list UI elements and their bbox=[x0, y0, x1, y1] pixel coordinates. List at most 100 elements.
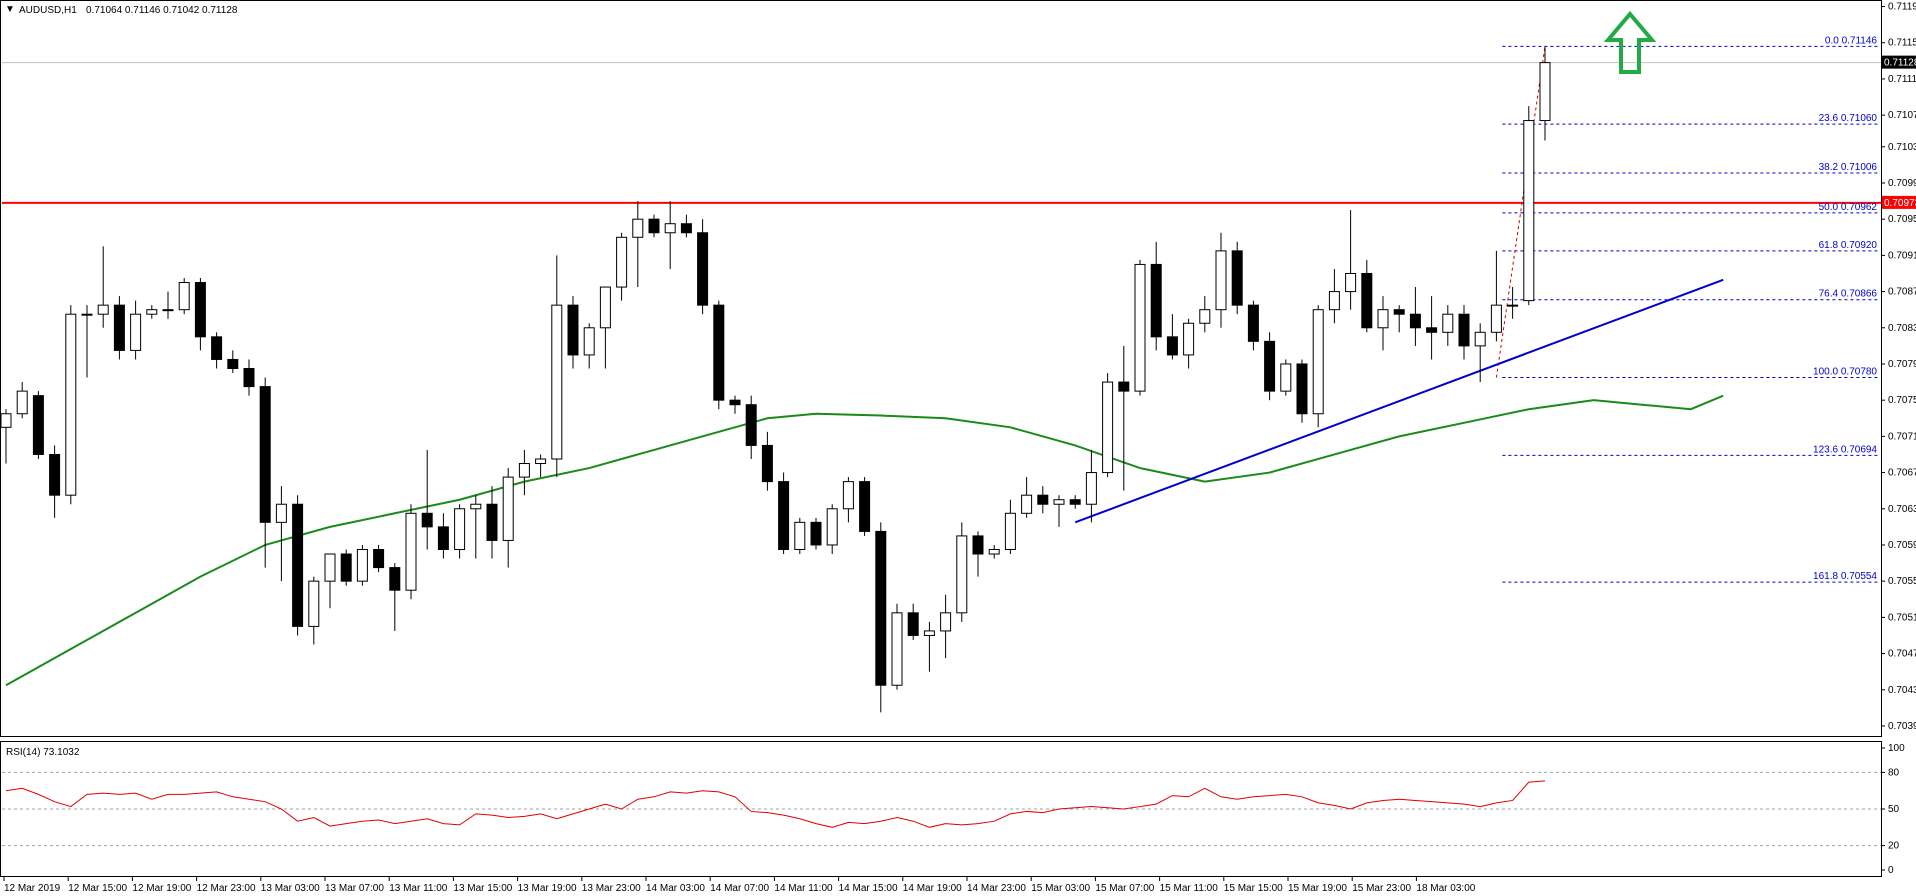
bull-candle-body bbox=[891, 612, 903, 686]
bear-candle-body bbox=[713, 304, 725, 401]
price-tick-label: 0.70635 bbox=[1888, 504, 1916, 515]
candle bbox=[713, 300, 725, 410]
candle bbox=[1345, 210, 1357, 310]
bear-candle-body bbox=[1247, 304, 1259, 342]
candle bbox=[1490, 250, 1502, 342]
bull-candle-body bbox=[308, 580, 320, 627]
candle bbox=[648, 214, 660, 238]
bull-candle-body bbox=[275, 503, 287, 523]
bull-candle-body bbox=[551, 304, 563, 460]
bull-candle-body bbox=[1312, 309, 1324, 415]
candle bbox=[486, 486, 498, 559]
candle bbox=[794, 517, 806, 555]
candle bbox=[470, 495, 482, 559]
bull-candle-body bbox=[1539, 62, 1551, 122]
bear-candle-body bbox=[778, 481, 790, 550]
candle bbox=[1102, 373, 1114, 478]
candle bbox=[1053, 495, 1065, 527]
candle bbox=[162, 291, 174, 319]
bull-candle-body bbox=[583, 327, 595, 356]
candle bbox=[1118, 345, 1130, 491]
bull-candle-body bbox=[1102, 381, 1114, 474]
bull-candle-body bbox=[356, 548, 368, 582]
bull-candle-body bbox=[923, 630, 935, 636]
bull-candle-body bbox=[1345, 272, 1357, 293]
current-price-label: 0.71128 bbox=[1884, 58, 1916, 69]
rsi-tick-label: 80 bbox=[1888, 767, 1900, 778]
bull-candle-body bbox=[1053, 499, 1065, 505]
bear-candle-body bbox=[389, 567, 401, 591]
bull-candle-body bbox=[81, 313, 93, 316]
bear-candle-body bbox=[1426, 327, 1438, 333]
bear-candle-body bbox=[648, 218, 660, 234]
bear-candle-body bbox=[907, 612, 919, 636]
fib-level-label: 50.0 0.70962 bbox=[1819, 202, 1878, 213]
bear-candle-body bbox=[1166, 336, 1178, 356]
candle bbox=[146, 305, 158, 319]
price-tick-label: 0.70715 bbox=[1888, 431, 1916, 442]
candle bbox=[0, 409, 12, 464]
bull-candle-body bbox=[178, 282, 190, 311]
support-trendline bbox=[1074, 278, 1724, 524]
bull-candle-body bbox=[956, 535, 968, 614]
bull-candle-body bbox=[97, 304, 109, 315]
bear-candle-body bbox=[810, 521, 822, 546]
bear-candle-body bbox=[875, 530, 887, 686]
bull-candle-body bbox=[1199, 309, 1211, 324]
bear-candle-body bbox=[761, 444, 773, 483]
bear-candle-body bbox=[1361, 272, 1373, 329]
candle bbox=[551, 255, 563, 478]
time-tick-label: 12 Mar 19:00 bbox=[132, 883, 191, 894]
bull-candle-body bbox=[16, 390, 28, 415]
bear-candle-body bbox=[1296, 363, 1308, 415]
candle bbox=[1215, 232, 1227, 328]
bull-candle-body bbox=[1004, 512, 1016, 550]
price-tick-label: 0.70595 bbox=[1888, 540, 1916, 551]
bear-candle-body bbox=[421, 512, 433, 528]
bull-candle-body bbox=[454, 508, 466, 550]
bull-candle-body bbox=[1021, 494, 1033, 514]
bull-candle-body bbox=[0, 413, 12, 428]
candle bbox=[842, 477, 854, 523]
candle bbox=[826, 504, 838, 555]
candle bbox=[227, 350, 239, 374]
candle bbox=[292, 495, 304, 636]
price-tick-label: 0.70515 bbox=[1888, 612, 1916, 623]
time-tick-label: 13 Mar 07:00 bbox=[325, 883, 384, 894]
candle bbox=[940, 594, 952, 659]
candle bbox=[1183, 318, 1195, 369]
bull-candle-body bbox=[1183, 322, 1195, 356]
bull-candle-body bbox=[470, 503, 482, 510]
bear-candle-body bbox=[227, 358, 239, 370]
candle bbox=[761, 431, 773, 491]
bull-candle-body bbox=[1474, 331, 1486, 347]
candle bbox=[1442, 305, 1454, 346]
candle bbox=[405, 504, 417, 600]
candle bbox=[616, 232, 628, 301]
bear-candle-body bbox=[211, 336, 223, 360]
up-arrow-icon bbox=[1603, 10, 1657, 74]
candle bbox=[1426, 296, 1438, 360]
time-tick-label: 14 Mar 11:00 bbox=[774, 883, 833, 894]
bear-candle-body bbox=[32, 395, 44, 455]
candle bbox=[1507, 287, 1519, 319]
bull-candle-body bbox=[146, 309, 158, 315]
time-tick-label: 12 Mar 15:00 bbox=[68, 883, 127, 894]
bull-candle-body bbox=[324, 553, 336, 582]
candle bbox=[49, 445, 61, 518]
bull-candle-body bbox=[518, 463, 530, 478]
bull-candle-body bbox=[599, 286, 611, 329]
candle bbox=[729, 395, 741, 414]
bear-candle-body bbox=[680, 223, 692, 234]
time-tick-label: 13 Mar 23:00 bbox=[582, 883, 641, 894]
bear-candle-body bbox=[486, 503, 498, 541]
bull-candle-body bbox=[405, 512, 417, 591]
bull-candle-body bbox=[664, 223, 676, 234]
menu-arrow-icon[interactable]: ▼ bbox=[5, 4, 15, 15]
time-tick-label: 15 Mar 03:00 bbox=[1031, 883, 1090, 894]
symbol-label: AUDUSD,H1 bbox=[19, 5, 77, 16]
bear-candle-body bbox=[859, 481, 871, 532]
